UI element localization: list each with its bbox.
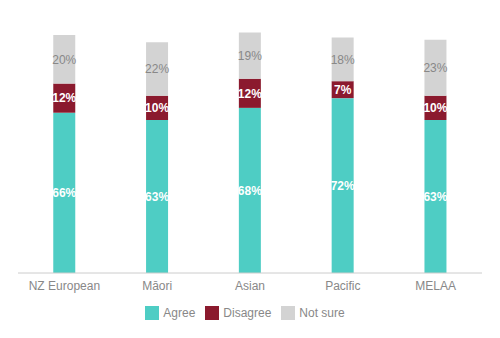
html-text:Not sure: Not sure bbox=[299, 306, 345, 320]
svg-text:22%: 22% bbox=[145, 62, 169, 76]
svg-text:23%: 23% bbox=[423, 61, 447, 75]
svg-text:7%: 7% bbox=[334, 83, 352, 97]
svg-text:NZ European: NZ European bbox=[29, 279, 100, 293]
svg-text:Asian: Asian bbox=[235, 279, 265, 293]
svg-text:66%: 66% bbox=[52, 186, 76, 200]
svg-text:10%: 10% bbox=[145, 101, 169, 115]
svg-text:18%: 18% bbox=[331, 53, 355, 67]
svg-text:63%: 63% bbox=[423, 190, 447, 204]
svg-text:19%: 19% bbox=[238, 49, 262, 63]
svg-text:68%: 68% bbox=[238, 184, 262, 198]
html-text:Agree: Agree bbox=[163, 306, 196, 320]
svg-text:63%: 63% bbox=[145, 190, 169, 204]
svg-text:12%: 12% bbox=[238, 87, 262, 101]
svg-text:10%: 10% bbox=[423, 101, 447, 115]
svg-text:MELAA: MELAA bbox=[415, 279, 456, 293]
html-text:Disagree: Disagree bbox=[223, 306, 272, 320]
svg-text:Māori: Māori bbox=[142, 279, 172, 293]
svg-text:72%: 72% bbox=[331, 179, 355, 193]
svg-text:20%: 20% bbox=[52, 53, 76, 67]
svg-text:12%: 12% bbox=[52, 91, 76, 105]
svg-text:Pacific: Pacific bbox=[325, 279, 360, 293]
